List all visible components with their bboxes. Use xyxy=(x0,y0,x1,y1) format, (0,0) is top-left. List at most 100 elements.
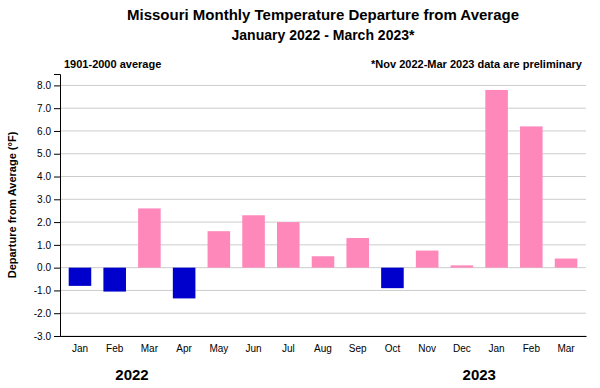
x-tick-label: Jan xyxy=(72,343,88,354)
y-tick-label: 5.0 xyxy=(37,148,51,159)
bar xyxy=(277,222,300,268)
bar xyxy=(555,259,578,268)
x-tick-label: Jan xyxy=(489,343,505,354)
y-tick-label: -3.0 xyxy=(34,331,52,342)
y-tick-label: 8.0 xyxy=(37,80,51,91)
title: Missouri Monthly Temperature Departure f… xyxy=(127,6,519,23)
x-tick-label: Apr xyxy=(176,343,192,354)
y-tick: 5.0 xyxy=(37,148,60,159)
y-tick: 0.0 xyxy=(37,262,60,273)
x-tick: Feb xyxy=(106,343,124,354)
y-tick-mark xyxy=(54,131,60,132)
bar xyxy=(520,126,543,267)
bar xyxy=(485,90,508,268)
x-tick: Dec xyxy=(453,343,471,354)
y-tick-mark xyxy=(54,336,60,337)
y-tick-mark xyxy=(54,199,60,200)
bar xyxy=(451,265,474,267)
x-tick-label: Jul xyxy=(282,343,295,354)
x-tick: Apr xyxy=(176,343,192,354)
annotation: *Nov 2022-Mar 2023 data are preliminary xyxy=(371,58,583,70)
bar xyxy=(416,251,439,268)
y-tick-mark xyxy=(54,222,60,223)
y-tick-mark xyxy=(54,154,60,155)
y-tick: 3.0 xyxy=(37,194,60,205)
x-tick: Jun xyxy=(245,343,261,354)
x-tick-label: Feb xyxy=(106,343,124,354)
x-tick-label: May xyxy=(209,343,228,354)
y-tick-mark xyxy=(54,245,60,246)
bar xyxy=(208,231,231,267)
x-tick-label: Oct xyxy=(385,343,401,354)
grid-line xyxy=(60,290,586,291)
x-axis: Jan Feb Mar Apr May Jun Jul Aug Sep Oct Nov Dec Jan F… xyxy=(61,337,587,355)
x-tick-label: Mar xyxy=(141,343,159,354)
x-tick: Mar xyxy=(557,343,575,354)
y-tick: 1.0 xyxy=(37,240,60,251)
y-tick: 4.0 xyxy=(37,171,60,182)
year-label: 2023 xyxy=(463,366,496,383)
x-tick: Sep xyxy=(349,343,367,354)
y-tick: 7.0 xyxy=(37,103,60,114)
bar xyxy=(69,268,92,286)
y-tick-mark xyxy=(54,313,60,314)
x-tick-label: Nov xyxy=(418,343,436,354)
x-tick-label: Mar xyxy=(557,343,575,354)
x-tick: Jul xyxy=(282,343,295,354)
y-tick: -2.0 xyxy=(34,308,60,319)
y-tick: 8.0 xyxy=(37,80,60,91)
y-tick-label: 3.0 xyxy=(37,194,51,205)
annotation: 1901-2000 average xyxy=(64,58,161,70)
year-label: 2022 xyxy=(115,366,148,383)
bar xyxy=(173,268,196,299)
x-tick-label: Feb xyxy=(523,343,541,354)
x-tick: Jan xyxy=(72,343,88,354)
bar xyxy=(346,238,369,268)
y-tick-label: 1.0 xyxy=(37,240,51,251)
x-tick-label: Jun xyxy=(245,343,261,354)
grid-line xyxy=(60,313,586,314)
y-tick: 2.0 xyxy=(37,217,60,228)
bars xyxy=(69,90,578,298)
x-tick: Mar xyxy=(141,343,159,354)
y-axis-line xyxy=(54,75,61,337)
x-tick-label: Aug xyxy=(314,343,332,354)
y-tick-label: 4.0 xyxy=(37,171,51,182)
plot: -3.0 -2.0 -1.0 0.0 1.0 2.0 3.0 4.0 5.0 6.0 7.0 8.0 J… xyxy=(34,75,587,355)
y-tick: 6.0 xyxy=(37,126,60,137)
bar xyxy=(381,268,404,289)
x-tick-label: Dec xyxy=(453,343,471,354)
chart-svg: Missouri Monthly Temperature Departure f… xyxy=(0,0,600,388)
y-tick-label: 6.0 xyxy=(37,126,51,137)
bar xyxy=(103,268,126,292)
y-tick-mark xyxy=(54,85,60,86)
y-axis: -3.0 -2.0 -1.0 0.0 1.0 2.0 3.0 4.0 5.0 6.0 7.0 8.0 xyxy=(34,75,61,342)
x-axis-line xyxy=(61,336,587,337)
subtitle: January 2022 - March 2023* xyxy=(232,27,415,43)
y-tick-label: -1.0 xyxy=(34,285,52,296)
grid-line xyxy=(60,85,586,86)
y-tick-label: 7.0 xyxy=(37,103,51,114)
y-tick-mark xyxy=(54,108,60,109)
x-tick: Nov xyxy=(418,343,436,354)
y-tick-label: -2.0 xyxy=(34,308,52,319)
grid xyxy=(60,85,586,336)
y-tick-label: 2.0 xyxy=(37,217,51,228)
y-tick: -3.0 xyxy=(34,331,60,342)
y-tick-mark xyxy=(54,290,60,291)
y-tick-mark xyxy=(54,177,60,178)
y-axis-title: Departure from Average (°F) xyxy=(6,131,18,278)
bar xyxy=(138,208,161,267)
y-tick-label: 0.0 xyxy=(37,262,51,273)
x-tick: Oct xyxy=(385,343,401,354)
bar xyxy=(312,256,335,267)
x-tick: Aug xyxy=(314,343,332,354)
x-tick: May xyxy=(209,343,228,354)
y-tick-mark xyxy=(54,268,60,269)
grid-line xyxy=(60,336,586,337)
x-tick: Jan xyxy=(489,343,505,354)
bar xyxy=(242,215,265,267)
x-tick-label: Sep xyxy=(349,343,367,354)
y-tick: -1.0 xyxy=(34,285,60,296)
x-tick: Feb xyxy=(523,343,541,354)
